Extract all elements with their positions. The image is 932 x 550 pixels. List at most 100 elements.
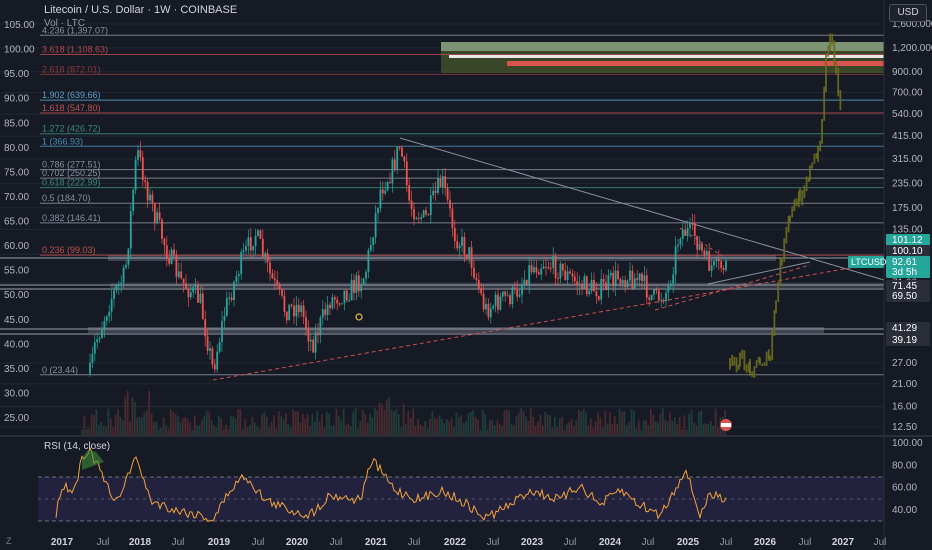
candle bbox=[657, 290, 660, 301]
candle bbox=[365, 271, 367, 279]
volume-bar bbox=[205, 411, 208, 436]
right-tick-label: 700.00 bbox=[892, 88, 923, 99]
volume-bar bbox=[354, 408, 357, 436]
candle bbox=[549, 267, 552, 269]
price-badge: 92.61 bbox=[886, 256, 930, 268]
x-axis-ticks: 2017 Jul 2018 Jul 2019 Jul 2020 Jul 2021 Jul 2022 J… bbox=[51, 537, 887, 548]
x-tick-label: Jul bbox=[330, 537, 343, 548]
left-tick-label: 45.00 bbox=[4, 315, 29, 326]
candle bbox=[108, 311, 111, 317]
candle bbox=[290, 304, 293, 306]
volume-bar bbox=[357, 429, 359, 436]
volume-bar bbox=[573, 425, 575, 436]
volume-bar bbox=[501, 425, 503, 436]
volume-bar bbox=[105, 426, 107, 436]
svg-text:3d 5h: 3d 5h bbox=[892, 267, 917, 278]
volume-bar bbox=[690, 409, 693, 436]
projection-candle bbox=[753, 366, 756, 379]
volume-bar bbox=[429, 418, 431, 436]
volume-bar bbox=[522, 411, 525, 436]
candle bbox=[343, 290, 346, 304]
volume-bar bbox=[287, 424, 290, 436]
candle bbox=[228, 297, 231, 299]
volume-bar bbox=[249, 424, 251, 436]
right-tick-label: 415.00 bbox=[892, 131, 923, 142]
candle bbox=[681, 229, 684, 239]
volume-bar bbox=[155, 421, 158, 436]
volume-bar bbox=[174, 413, 177, 436]
candle bbox=[621, 280, 624, 284]
volume-bar bbox=[455, 412, 458, 436]
candle bbox=[117, 283, 120, 286]
projection-candle bbox=[783, 238, 786, 263]
projection-candle bbox=[799, 188, 801, 202]
candle bbox=[197, 285, 199, 303]
left-tick-label: 35.00 bbox=[4, 364, 29, 375]
candle bbox=[175, 255, 178, 277]
volume-bar bbox=[112, 427, 115, 436]
volume-bar bbox=[150, 413, 153, 436]
volume-bar bbox=[237, 408, 239, 436]
volume-bar bbox=[405, 424, 407, 436]
candle bbox=[626, 280, 629, 287]
volume-bar bbox=[551, 427, 554, 436]
candle bbox=[633, 278, 636, 290]
candle bbox=[235, 276, 238, 282]
volume-bar bbox=[517, 412, 520, 436]
volume-bar bbox=[441, 419, 443, 436]
volume-bar bbox=[493, 425, 496, 436]
left-tick-label: 100.00 bbox=[4, 45, 35, 56]
candle bbox=[542, 266, 545, 269]
candle bbox=[540, 268, 543, 275]
volume-bar bbox=[472, 410, 475, 436]
volume-bar bbox=[189, 422, 191, 436]
volume-bar bbox=[371, 417, 374, 436]
volume-bar bbox=[424, 420, 427, 436]
candle bbox=[391, 159, 394, 184]
left-tick-label: 80.00 bbox=[4, 143, 29, 154]
x-tick-label: Jul bbox=[172, 537, 185, 548]
right-tick-label: 21.00 bbox=[892, 379, 917, 390]
candle bbox=[194, 285, 197, 288]
volume-bar bbox=[385, 399, 388, 436]
volume-bar bbox=[671, 420, 674, 436]
volume-bar bbox=[397, 414, 400, 436]
candle bbox=[122, 267, 125, 283]
projection-candle bbox=[835, 61, 837, 74]
candle bbox=[192, 287, 195, 293]
volume-bar bbox=[628, 422, 631, 436]
currency-button[interactable]: USD bbox=[889, 4, 927, 22]
candle bbox=[595, 291, 598, 297]
volume-bar bbox=[172, 411, 175, 436]
volume-bar bbox=[652, 414, 655, 436]
candle bbox=[434, 190, 437, 193]
fib-label: 0.236 (99.03) bbox=[42, 245, 96, 255]
rsi-pane bbox=[38, 446, 884, 523]
candle bbox=[475, 277, 478, 280]
volume-bar bbox=[124, 396, 127, 436]
candle bbox=[554, 255, 557, 279]
rsi-tick-label: 80.00 bbox=[892, 460, 917, 471]
candle bbox=[113, 290, 115, 300]
candle bbox=[717, 259, 720, 262]
candle bbox=[369, 244, 372, 251]
volume-bar bbox=[474, 416, 477, 436]
volume-bar bbox=[448, 421, 451, 436]
projection-candle bbox=[837, 67, 840, 97]
volume-bar bbox=[93, 415, 95, 436]
candle bbox=[660, 299, 663, 301]
volume-bar bbox=[268, 427, 271, 436]
projection-candle bbox=[751, 370, 754, 378]
candle bbox=[662, 299, 665, 302]
volume-bar bbox=[186, 418, 189, 436]
candle bbox=[629, 270, 631, 281]
candle bbox=[187, 289, 190, 298]
volume-bar bbox=[203, 416, 206, 436]
candle bbox=[641, 273, 643, 282]
candle bbox=[691, 223, 694, 225]
volume-bar bbox=[544, 411, 547, 436]
candle bbox=[725, 260, 727, 271]
volume-bar bbox=[553, 416, 556, 436]
volume-bar bbox=[88, 428, 91, 436]
